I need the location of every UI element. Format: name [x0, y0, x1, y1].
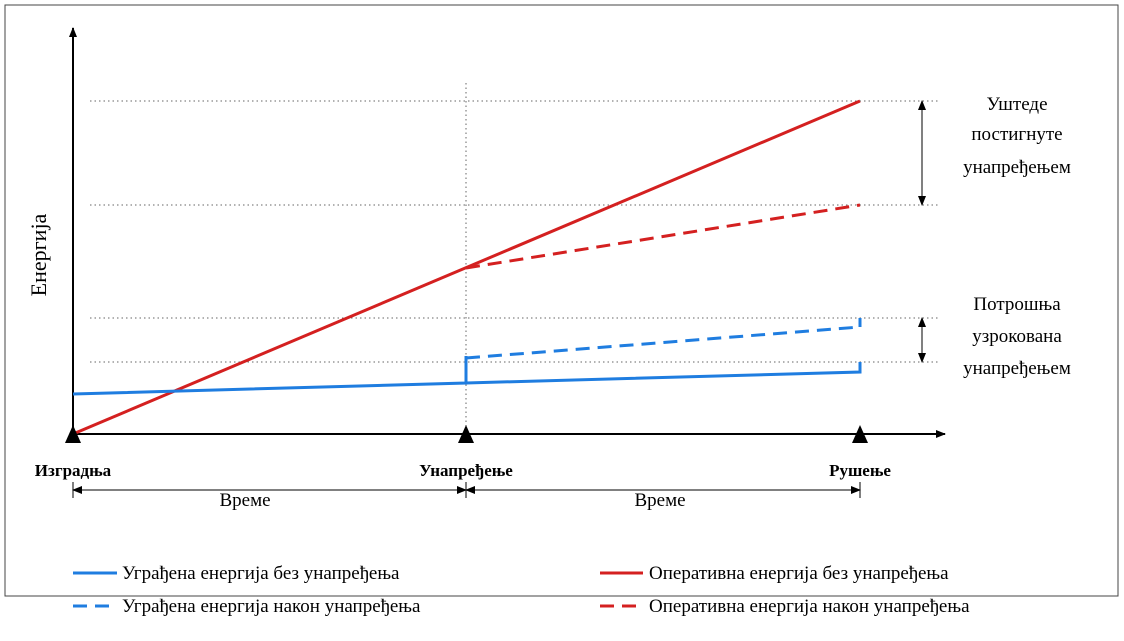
milestone-label: Изградња: [35, 461, 112, 480]
annotation: узрокована: [972, 326, 1062, 347]
legend-label: Уграђена енергија без унапређења: [122, 563, 400, 584]
energy-lines: [72, 99, 862, 436]
frame: [4, 4, 1119, 597]
legend-label: Оперативна енергија након унапређења: [649, 596, 970, 617]
time-label: Време: [219, 490, 270, 511]
milestone-markers: [65, 425, 868, 443]
milestone-label: Рушење: [829, 461, 891, 480]
annotation: унапређењем: [963, 358, 1071, 379]
y-axis-label: Енергија: [26, 213, 51, 296]
milestone-label: Унапређење: [419, 461, 513, 480]
time-label: Време: [634, 490, 685, 511]
annotation: Потрошња: [973, 294, 1061, 315]
legend-label: Уграђена енергија након унапређења: [122, 596, 421, 617]
time-spans: [72, 482, 861, 498]
legend-swatches: [73, 571, 643, 608]
legend-label: Оперативна енергија без унапређења: [649, 563, 949, 584]
annotation: постигнуте: [971, 124, 1062, 145]
annotation: Уштеде: [987, 94, 1048, 115]
annotation: унапређењем: [963, 157, 1071, 178]
